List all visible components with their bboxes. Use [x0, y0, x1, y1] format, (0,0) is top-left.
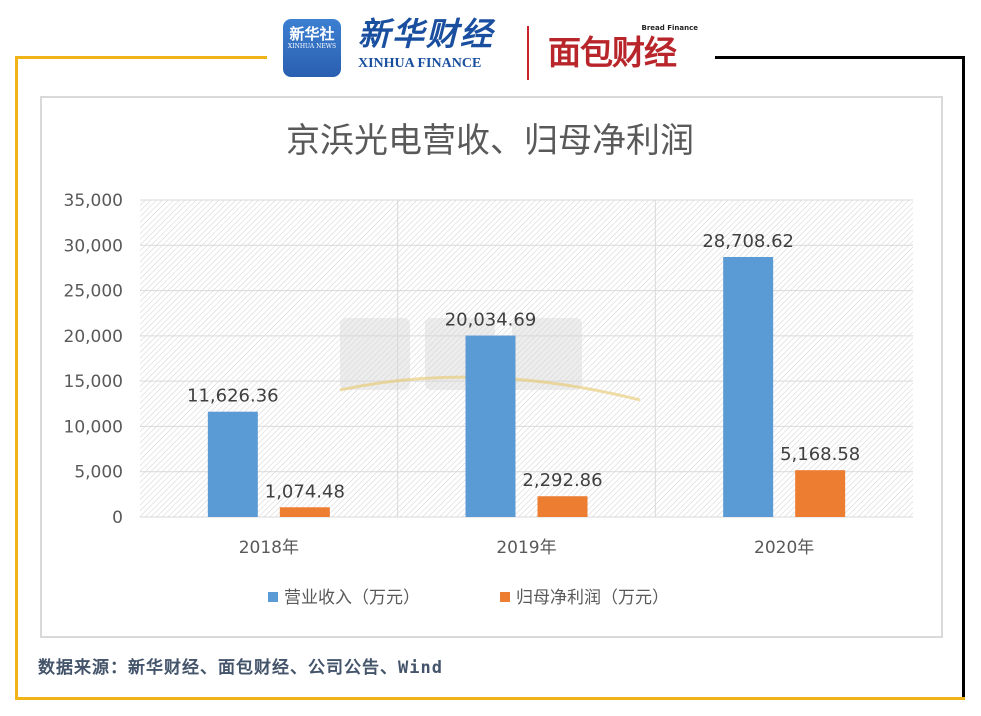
bar-net-profit — [795, 470, 846, 517]
y-tick-label: 5,000 — [74, 463, 123, 483]
y-tick-label: 20,000 — [64, 327, 123, 347]
legend-label: 营业收入（万元） — [284, 588, 420, 608]
bread-finance-logo: Bread Finance 面包财经 — [548, 24, 698, 73]
y-tick-label: 10,000 — [64, 417, 123, 437]
x-tick-label: 2019年 — [496, 538, 556, 558]
frame-right — [962, 56, 965, 700]
data-label: 1,074.48 — [265, 481, 345, 502]
data-label: 5,168.58 — [780, 444, 860, 465]
xinhua-news-logo: 新华社 XINHUA NEWS — [283, 19, 341, 77]
chart-border — [40, 96, 943, 638]
logo-subtext: XINHUA FINANCE — [358, 56, 482, 71]
bar-net-profit — [279, 507, 330, 517]
x-tick-label: 2018年 — [239, 538, 299, 558]
data-label: 11,626.36 — [187, 386, 279, 407]
data-label: 2,292.86 — [522, 470, 602, 491]
logo-subtext: Bread Finance — [641, 24, 698, 32]
legend-label: 归母净利润（万元） — [516, 588, 669, 608]
y-tick-label: 30,000 — [64, 236, 123, 256]
logo-subtext: XINHUA NEWS — [287, 43, 337, 50]
data-label: 20,034.69 — [445, 310, 537, 331]
bar-net-profit — [537, 496, 588, 517]
xinhua-finance-logo: 新华财经 XINHUA FINANCE — [358, 14, 494, 72]
bar-revenue — [465, 335, 516, 517]
chart-title: 京浜光电营收、归母净利润 — [286, 121, 694, 161]
y-tick-label: 15,000 — [64, 372, 123, 392]
logo-text: 面包财经 — [548, 33, 677, 72]
data-source: 数据来源：新华财经、面包财经、公司公告、Wind — [38, 658, 443, 678]
plot-area — [140, 200, 913, 517]
frame-left — [15, 56, 18, 700]
y-tick-label: 25,000 — [64, 282, 123, 302]
y-tick-label: 0 — [112, 508, 123, 528]
y-tick-label: 35,000 — [64, 191, 123, 211]
frame-bottom — [15, 697, 965, 700]
logo-text: 新华社 — [289, 25, 335, 43]
frame-top-left — [15, 56, 267, 59]
bar-revenue — [723, 256, 774, 517]
watermark-block — [512, 318, 582, 390]
watermark-block — [340, 318, 410, 390]
logo-text: 新华财经 — [358, 15, 495, 53]
frame-top-right — [715, 56, 965, 59]
data-label: 28,708.62 — [702, 231, 794, 252]
x-tick-label: 2020年 — [754, 538, 814, 558]
legend-swatch — [500, 592, 510, 602]
legend-swatch — [268, 592, 278, 602]
logo-divider — [527, 26, 529, 80]
bar-revenue — [207, 411, 258, 517]
